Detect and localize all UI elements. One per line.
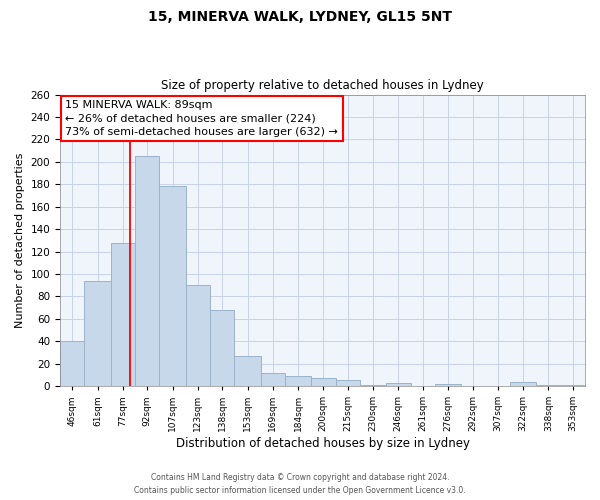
Bar — [536, 385, 560, 386]
Bar — [560, 385, 585, 386]
Text: 15 MINERVA WALK: 89sqm
← 26% of detached houses are smaller (224)
73% of semi-de: 15 MINERVA WALK: 89sqm ← 26% of detached… — [65, 100, 338, 137]
X-axis label: Distribution of detached houses by size in Lydney: Distribution of detached houses by size … — [176, 437, 470, 450]
Text: Contains HM Land Registry data © Crown copyright and database right 2024.
Contai: Contains HM Land Registry data © Crown c… — [134, 474, 466, 495]
Bar — [60, 341, 85, 386]
Bar — [185, 285, 210, 386]
Bar — [235, 356, 260, 386]
Bar — [510, 382, 536, 386]
Bar — [311, 378, 335, 386]
Bar — [360, 385, 386, 386]
Bar — [85, 280, 110, 386]
Bar — [260, 372, 285, 386]
Bar — [160, 186, 185, 386]
Bar — [335, 380, 360, 386]
Bar — [110, 242, 135, 386]
Bar — [285, 376, 311, 386]
Bar — [386, 382, 410, 386]
Bar — [135, 156, 160, 386]
Y-axis label: Number of detached properties: Number of detached properties — [15, 152, 25, 328]
Title: Size of property relative to detached houses in Lydney: Size of property relative to detached ho… — [161, 79, 484, 92]
Bar — [435, 384, 461, 386]
Text: 15, MINERVA WALK, LYDNEY, GL15 5NT: 15, MINERVA WALK, LYDNEY, GL15 5NT — [148, 10, 452, 24]
Bar — [210, 310, 235, 386]
